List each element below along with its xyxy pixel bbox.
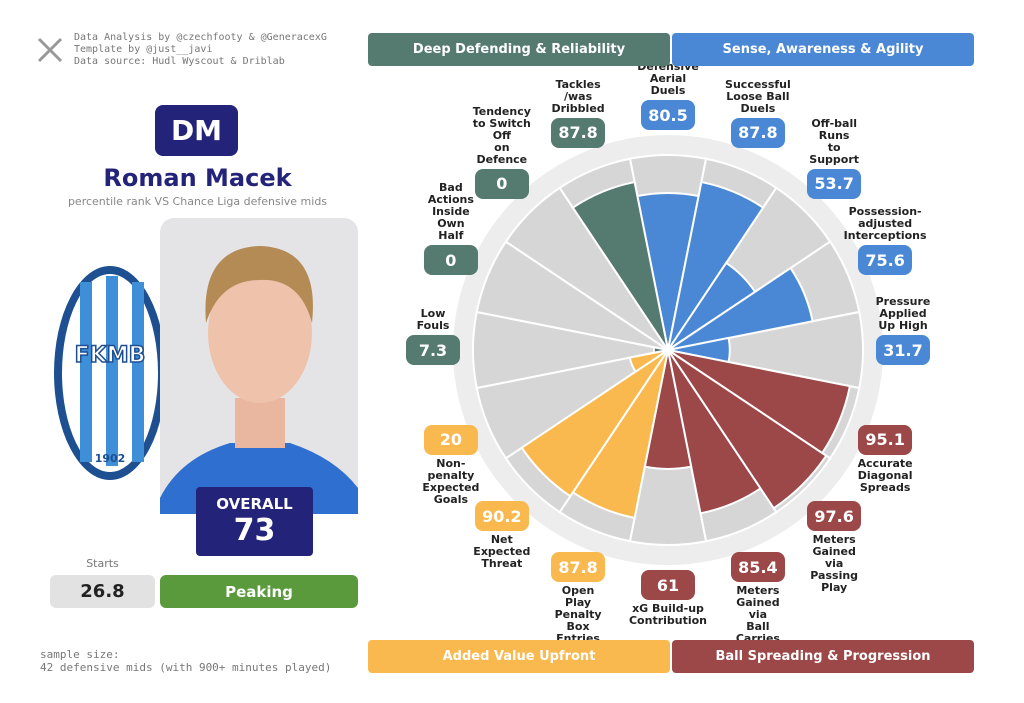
- group-header: Sense, Awareness & Agility: [672, 33, 974, 66]
- x-logo: [37, 37, 63, 63]
- slice-bar: [667, 349, 762, 515]
- category-label: Successful Loose Ball Duels: [725, 77, 791, 115]
- credits: Data Analysis by @czechfooty & @Generace…: [74, 32, 327, 68]
- category-label: Open Play Penalty Box Entries: [554, 584, 602, 646]
- slice-bar: [667, 349, 828, 510]
- category-label: Tackles /was Dribbled: [551, 77, 605, 115]
- slice-bar: [667, 180, 765, 351]
- subtitle: percentile rank VS Chance Liga defensive…: [67, 195, 328, 208]
- value-label: 87.8: [551, 117, 606, 148]
- credit-line: Template by @just__javi: [74, 44, 213, 55]
- slice-bar: [667, 266, 814, 351]
- value-label: 90.2: [474, 501, 529, 532]
- value-label: 0: [423, 245, 478, 276]
- category-label: Meters Gained via Ball Carries: [735, 584, 780, 646]
- value-label: 20: [423, 424, 478, 455]
- player-name: Roman Macek: [103, 164, 292, 192]
- group-header: Deep Defending & Reliability: [368, 33, 670, 66]
- sample-note: sample size: 42 defensive mids (with 900…: [40, 648, 331, 674]
- value-label: 87.8: [730, 117, 785, 148]
- category-label: Net Expected Threat: [473, 533, 531, 571]
- category-label: Tendency to Switch Off on Defence: [472, 104, 531, 166]
- value-label: 85.4: [730, 552, 785, 583]
- slice-bar: [520, 349, 669, 498]
- slice-bar: [652, 346, 669, 354]
- status: Peaking: [160, 575, 358, 608]
- club-logo: FKMB 1902: [54, 266, 166, 480]
- category-label: Meters Gained via Passing Play: [810, 533, 859, 595]
- value-label: 80.5: [641, 100, 695, 130]
- value-label: 0: [474, 168, 529, 199]
- credit-line: Data source: Hudl Wyscout & Driblab: [74, 56, 285, 67]
- credit-line: Data Analysis by @czechfooty & @Generace…: [74, 32, 327, 43]
- value-label: 7.3: [406, 335, 460, 365]
- category-label: Pressure Applied Up High: [875, 295, 931, 332]
- group-header: Added Value Upfront: [368, 640, 670, 673]
- category-label: xG Build-up Contribution: [628, 602, 708, 627]
- position-badge: DM: [155, 105, 238, 156]
- slice-bar: [571, 180, 669, 351]
- value-label: 53.7: [807, 168, 862, 199]
- category-label: Off-ball Runs to Support: [809, 116, 860, 166]
- category-label: Low Fouls: [416, 307, 450, 332]
- overall-label: OVERALL: [216, 495, 293, 513]
- category-label: Non-penalty Expected Goals: [422, 456, 480, 506]
- value-label: 31.7: [876, 335, 930, 365]
- category-label: Possession-adjusted Interceptions: [843, 205, 927, 243]
- overall-box: OVERALL 73: [196, 487, 313, 556]
- value-label: 95.1: [858, 424, 913, 455]
- value-label: 75.6: [858, 245, 913, 276]
- value-label: 61: [641, 570, 695, 600]
- category-label: Defensive Aerial Duels: [637, 60, 699, 97]
- group-header: Ball Spreading & Progression: [672, 640, 974, 673]
- overall-value: 73: [233, 513, 276, 548]
- category-label: Accurate Diagonal Spreads: [857, 456, 913, 494]
- club-year: 1902: [95, 452, 126, 465]
- slice-bar: [628, 349, 669, 374]
- sample-line: 42 defensive mids (with 900+ minutes pla…: [40, 661, 332, 674]
- value-label: 97.6: [807, 501, 862, 532]
- starts-value: 26.8: [50, 575, 155, 608]
- club-text: FKMB: [75, 343, 146, 368]
- category-label: Bad Actions Inside Own Half: [427, 181, 474, 243]
- sample-line: sample size:: [40, 648, 120, 661]
- value-label: 87.8: [551, 552, 606, 583]
- starts-label: Starts: [86, 557, 119, 570]
